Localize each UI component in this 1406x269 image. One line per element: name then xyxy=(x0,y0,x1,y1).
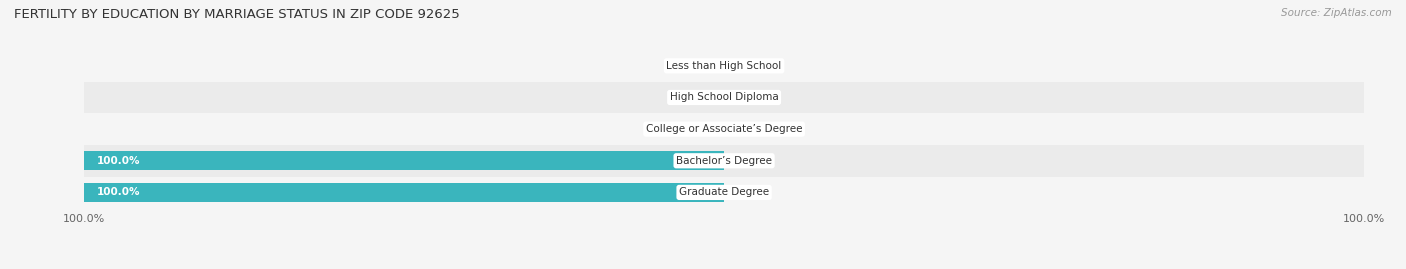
Bar xyxy=(84,176,1364,208)
Text: 0.0%: 0.0% xyxy=(737,93,763,102)
Text: 100.0%: 100.0% xyxy=(97,156,141,166)
Legend: Married, Unmarried: Married, Unmarried xyxy=(638,266,810,269)
Bar xyxy=(84,183,724,202)
Bar xyxy=(84,113,1364,145)
Text: 0.0%: 0.0% xyxy=(737,124,763,134)
Text: Bachelor’s Degree: Bachelor’s Degree xyxy=(676,156,772,166)
Bar xyxy=(84,145,1364,176)
Text: 0.0%: 0.0% xyxy=(737,156,763,166)
Text: College or Associate’s Degree: College or Associate’s Degree xyxy=(645,124,803,134)
Bar xyxy=(84,176,1364,208)
Text: 0.0%: 0.0% xyxy=(737,187,763,197)
Bar xyxy=(84,82,1364,113)
Text: 0.0%: 0.0% xyxy=(685,124,711,134)
Text: High School Diploma: High School Diploma xyxy=(669,93,779,102)
Bar xyxy=(84,113,1364,145)
Bar xyxy=(84,50,1364,82)
Text: 100.0%: 100.0% xyxy=(97,187,141,197)
Bar xyxy=(84,145,1364,176)
Text: Less than High School: Less than High School xyxy=(666,61,782,71)
Text: 0.0%: 0.0% xyxy=(685,61,711,71)
Text: Source: ZipAtlas.com: Source: ZipAtlas.com xyxy=(1281,8,1392,18)
Bar xyxy=(84,82,1364,113)
Text: Graduate Degree: Graduate Degree xyxy=(679,187,769,197)
Text: 0.0%: 0.0% xyxy=(685,93,711,102)
Bar xyxy=(84,50,1364,82)
Bar xyxy=(84,151,724,170)
Text: FERTILITY BY EDUCATION BY MARRIAGE STATUS IN ZIP CODE 92625: FERTILITY BY EDUCATION BY MARRIAGE STATU… xyxy=(14,8,460,21)
Text: 0.0%: 0.0% xyxy=(737,61,763,71)
